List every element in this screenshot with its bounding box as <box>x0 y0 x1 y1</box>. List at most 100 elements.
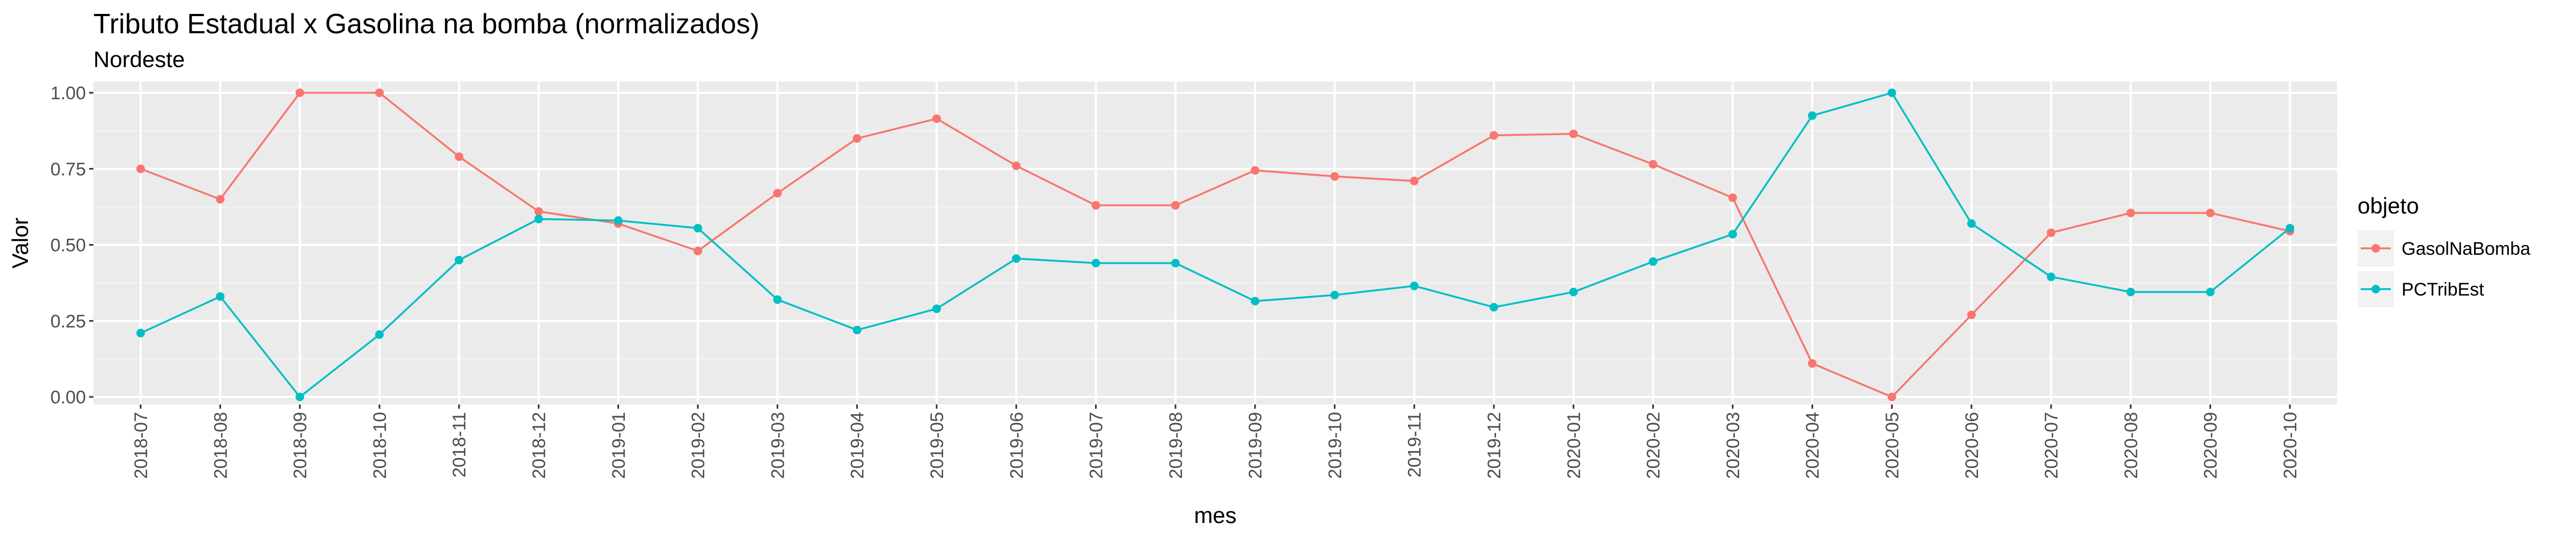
data-point-PCTribEst <box>932 304 941 313</box>
y-tick-label: 0.00 <box>50 387 86 408</box>
x-tick-label: 2019-04 <box>848 412 868 479</box>
x-tick-label: 2018-07 <box>131 412 151 479</box>
x-tick-label: 2019-05 <box>927 412 947 479</box>
x-axis: 2018-07 2018-08 2018-09 2018-10 2018-11 2018-… <box>131 404 2301 479</box>
data-point-GasolNaBomba <box>1569 129 1578 138</box>
series-line-GasolNaBomba <box>140 92 2290 399</box>
y-tick-label: 0.50 <box>50 235 86 256</box>
data-point-GasolNaBomba <box>1171 201 1180 210</box>
data-point-PCTribEst <box>136 328 145 337</box>
legend-label-GasolNaBomba: GasolNaBomba <box>2402 239 2530 259</box>
x-tick-label: 2019-02 <box>688 412 709 479</box>
legend: objeto GasolNaBomba PCTribEst <box>2358 193 2530 307</box>
x-tick-label: 2019-08 <box>1166 412 1186 479</box>
x-tick-label: 2018-09 <box>290 412 311 479</box>
data-point-PCTribEst <box>1091 259 1100 268</box>
series-GasolNaBomba <box>136 89 2294 401</box>
data-point-GasolNaBomba <box>2206 208 2215 217</box>
x-tick-label: 2020-06 <box>1962 412 1982 479</box>
data-point-PCTribEst <box>614 216 623 225</box>
data-point-PCTribEst <box>2126 288 2135 297</box>
data-point-PCTribEst <box>694 224 703 233</box>
x-tick-label: 2020-07 <box>2041 412 2062 479</box>
x-tick-label: 2018-11 <box>449 412 470 477</box>
x-tick-label: 2020-09 <box>2201 412 2221 479</box>
data-point-GasolNaBomba <box>1887 393 1896 401</box>
data-point-PCTribEst <box>1569 288 1578 297</box>
data-point-PCTribEst <box>1808 111 1817 120</box>
legend-key-point <box>2371 285 2380 293</box>
x-tick-label: 2018-12 <box>529 412 549 479</box>
data-point-GasolNaBomba <box>773 189 782 198</box>
data-point-GasolNaBomba <box>1648 160 1658 169</box>
data-point-PCTribEst <box>1012 254 1021 263</box>
chart-title: Tributo Estadual x Gasolina na bomba (no… <box>93 9 760 40</box>
data-point-PCTribEst <box>2047 272 2056 282</box>
data-point-GasolNaBomba <box>1410 176 1419 186</box>
x-tick-label: 2019-07 <box>1086 412 1107 479</box>
y-tick-label: 0.25 <box>50 311 86 331</box>
data-point-GasolNaBomba <box>1728 193 1737 202</box>
data-point-PCTribEst <box>295 393 304 401</box>
data-point-PCTribEst <box>1330 291 1339 300</box>
data-point-PCTribEst <box>455 255 464 264</box>
data-point-PCTribEst <box>773 295 782 304</box>
x-tick-label: 2019-03 <box>768 412 788 479</box>
series-PCTribEst <box>136 89 2294 401</box>
data-point-GasolNaBomba <box>932 114 941 123</box>
data-point-PCTribEst <box>1171 259 1180 268</box>
data-point-GasolNaBomba <box>1808 359 1817 368</box>
data-point-PCTribEst <box>1410 282 1419 291</box>
data-point-GasolNaBomba <box>136 164 145 173</box>
x-tick-label: 2019-12 <box>1484 412 1505 479</box>
data-point-PCTribEst <box>1967 219 1976 228</box>
legend-key-point <box>2371 244 2380 253</box>
data-point-GasolNaBomba <box>534 207 543 216</box>
plot-panel <box>93 82 2337 404</box>
data-point-PCTribEst <box>1728 230 1737 239</box>
data-point-GasolNaBomba <box>455 152 464 161</box>
data-point-GasolNaBomba <box>694 246 703 255</box>
data-point-GasolNaBomba <box>2047 228 2056 237</box>
series-layer <box>136 89 2294 401</box>
x-axis-title: mes <box>1194 503 1236 528</box>
data-point-GasolNaBomba <box>1012 161 1021 171</box>
grid-major <box>93 82 2337 404</box>
x-tick-label: 2020-02 <box>1644 412 1664 479</box>
data-point-PCTribEst <box>1887 89 1896 97</box>
data-point-GasolNaBomba <box>375 89 384 97</box>
y-axis-title: Valor <box>8 218 33 269</box>
data-point-PCTribEst <box>1251 297 1260 306</box>
x-tick-label: 2020-10 <box>2280 412 2301 479</box>
data-point-PCTribEst <box>375 330 384 339</box>
x-tick-label: 2020-08 <box>2121 412 2141 479</box>
x-tick-label: 2020-04 <box>1803 412 1823 479</box>
data-point-PCTribEst <box>852 326 862 335</box>
data-point-PCTribEst <box>216 292 225 301</box>
chart-subtitle: Nordeste <box>93 47 185 72</box>
data-point-PCTribEst <box>2206 288 2215 297</box>
x-tick-label: 2020-01 <box>1564 412 1584 479</box>
data-point-PCTribEst <box>1490 303 1499 312</box>
y-tick-label: 0.75 <box>50 159 86 180</box>
data-point-GasolNaBomba <box>2126 208 2135 217</box>
y-tick-label: 1.00 <box>50 83 86 104</box>
x-tick-label: 2019-10 <box>1325 412 1345 479</box>
x-tick-label: 2019-06 <box>1006 412 1027 479</box>
data-point-PCTribEst <box>1648 257 1658 266</box>
y-axis: 0.00 0.25 0.50 0.75 1.00 <box>50 83 93 408</box>
legend-label-PCTribEst: PCTribEst <box>2402 279 2484 300</box>
data-point-GasolNaBomba <box>1330 172 1339 181</box>
data-point-PCTribEst <box>2286 224 2294 233</box>
data-point-GasolNaBomba <box>295 89 304 97</box>
series-line-PCTribEst <box>140 91 2291 399</box>
data-point-GasolNaBomba <box>1091 201 1100 210</box>
legend-title: objeto <box>2358 193 2419 218</box>
data-point-GasolNaBomba <box>1967 310 1976 319</box>
x-tick-label: 2018-08 <box>210 412 231 479</box>
x-tick-label: 2018-10 <box>370 412 390 479</box>
x-tick-label: 2020-03 <box>1723 412 1743 479</box>
data-point-PCTribEst <box>534 215 543 224</box>
data-point-GasolNaBomba <box>852 134 862 143</box>
